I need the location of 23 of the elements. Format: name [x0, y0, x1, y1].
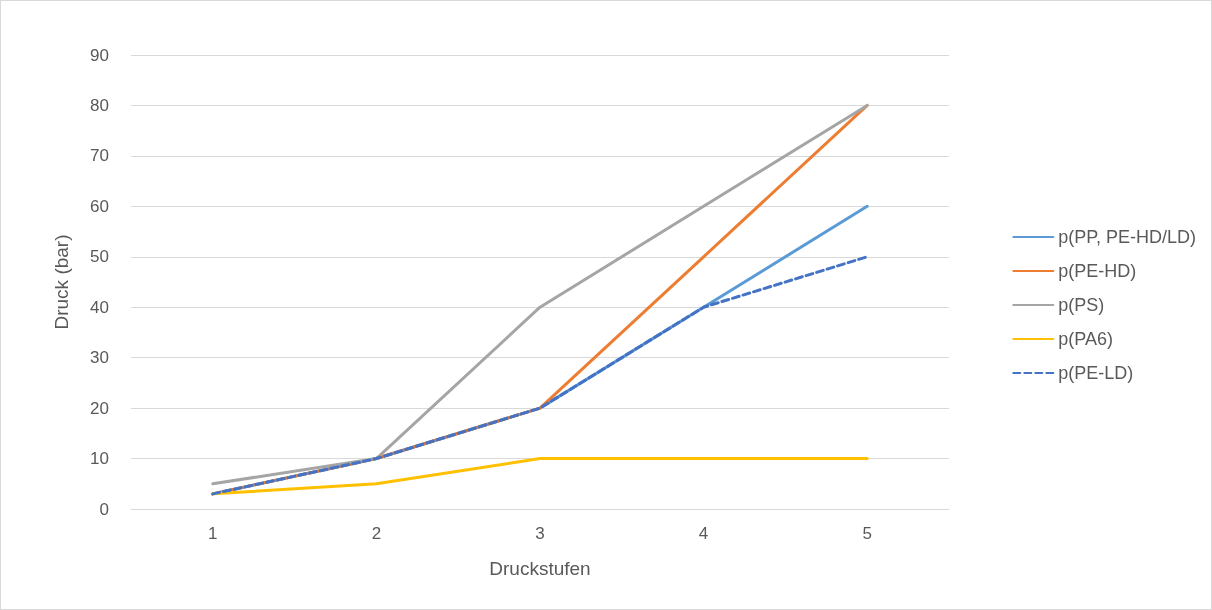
legend-label: p(PS) — [1058, 295, 1105, 315]
line-series — [211, 255, 869, 496]
x-axis-title: Druckstufen — [489, 558, 591, 579]
legend-label: p(PA6) — [1058, 329, 1113, 349]
x-tick-label: 4 — [698, 524, 709, 543]
y-tick-label: 30 — [90, 348, 109, 368]
y-tick-label: 0 — [99, 499, 109, 519]
x-tick-label: 3 — [535, 524, 545, 543]
y-axis-title: Druck (bar) — [51, 234, 72, 330]
y-tick-label: 20 — [90, 398, 109, 418]
y-tick-label: 70 — [90, 146, 109, 166]
legend-label: p(PE-LD) — [1058, 363, 1134, 383]
y-tick-label: 90 — [90, 45, 109, 65]
y-tick-label: 80 — [90, 95, 109, 115]
x-tick-label: 1 — [208, 524, 218, 543]
legend-label: p(PE-HD) — [1058, 261, 1137, 281]
y-tick-label: 40 — [90, 297, 109, 317]
x-tick-label: 2 — [371, 524, 382, 543]
y-tick-label: 10 — [90, 449, 109, 469]
x-tick-label: 5 — [862, 524, 872, 543]
y-tick-label: 50 — [90, 247, 109, 267]
legend-label: p(PP, PE-HD/LD) — [1058, 227, 1197, 247]
y-tick-label: 60 — [90, 196, 109, 216]
